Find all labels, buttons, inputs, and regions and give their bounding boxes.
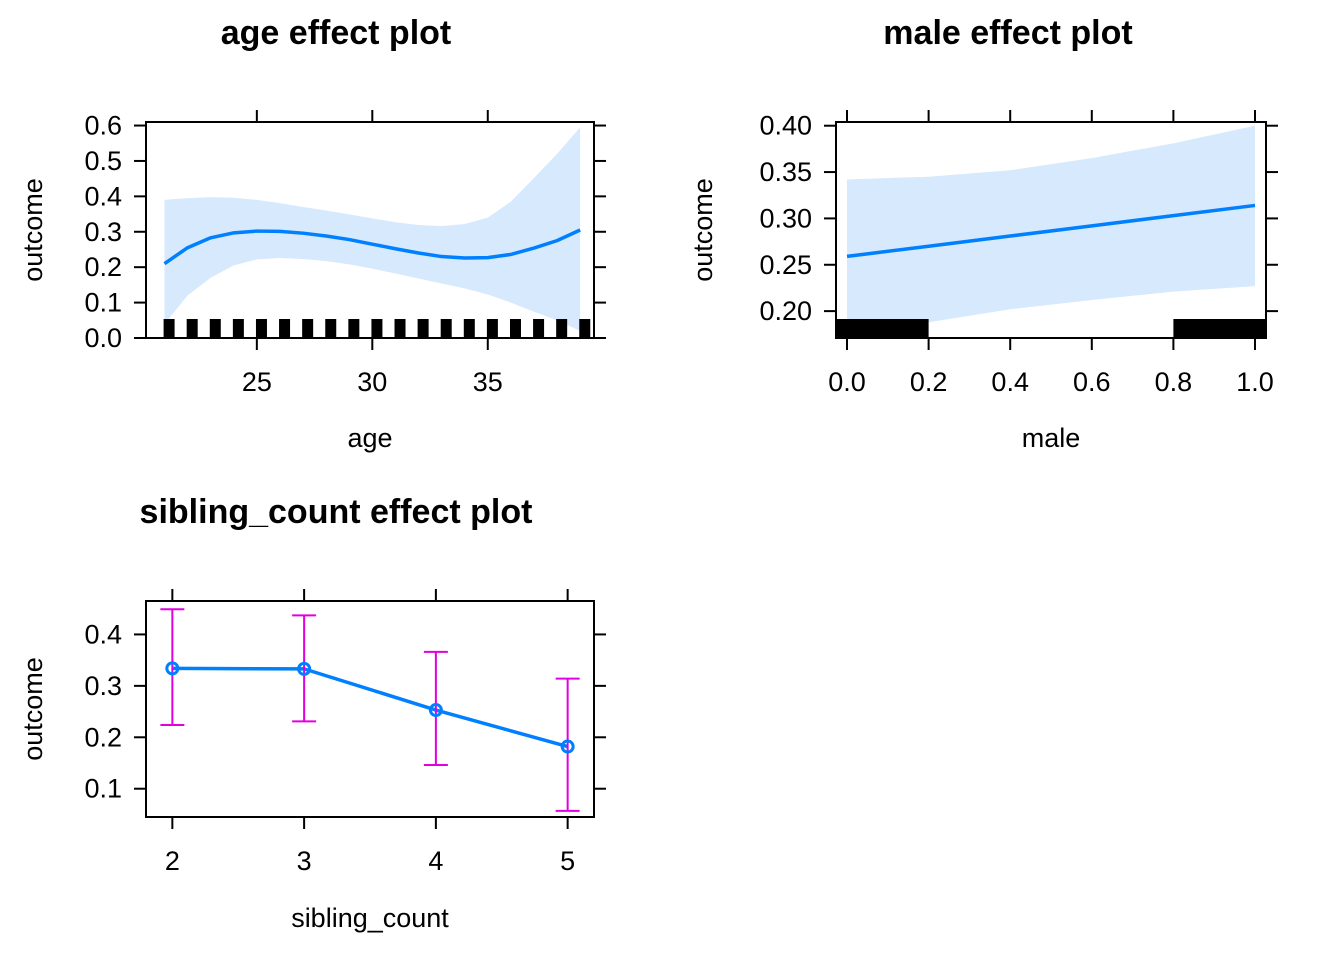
male-fit-line xyxy=(846,203,1256,259)
sibling-count-plot-frame xyxy=(145,600,595,818)
age-y-tick-label-3: 0.3 xyxy=(84,217,122,247)
male-y-tick-label-1: 0.25 xyxy=(759,250,812,280)
male-x-tick-label-2: 0.4 xyxy=(991,367,1029,397)
age-x-ticks: 25 30 35 xyxy=(242,110,503,397)
age-effect-panel: age effect plot 25 30 35 0.00.10.20.30.40.… xyxy=(18,14,606,453)
male-rug-block-1 xyxy=(1173,319,1266,338)
male-x-tick-label-1: 0.2 xyxy=(910,367,948,397)
sibling-count-chart-title: sibling_count effect plot xyxy=(140,493,533,531)
age-rug-mark-15 xyxy=(509,319,521,338)
age-rug-mark-10 xyxy=(394,319,406,338)
age-rug-mark-4 xyxy=(255,319,267,338)
age-y-ticks: 0.0 0.1 0.2 0.3 0.4 0.5 0.6 xyxy=(84,111,606,353)
male-rug-block-0 xyxy=(836,319,929,338)
age-chart-title: age effect plot xyxy=(221,14,451,52)
age-rug-mark-17 xyxy=(556,319,568,338)
male-y-tick-label-4: 0.40 xyxy=(759,111,812,141)
age-fit-line-group xyxy=(163,228,581,266)
male-x-tick-label-4: 0.8 xyxy=(1155,367,1193,397)
age-rug-mark-12 xyxy=(440,319,452,338)
age-rug-mark-13 xyxy=(463,319,475,338)
age-y-tick-label-0: 0.0 xyxy=(84,323,122,353)
sibling-count-x-tick-label-2: 4 xyxy=(428,846,443,876)
age-confidence-band xyxy=(164,127,581,331)
male-fit-line-group xyxy=(846,203,1256,259)
sibling-count-effect-panel: sibling_count effect plot 2 3 4 5 0.1 0.2 0.3… xyxy=(18,493,606,933)
age-rug-group xyxy=(163,319,591,338)
age-y-tick-label-5: 0.5 xyxy=(84,146,122,176)
male-y-tick-label-0: 0.20 xyxy=(759,296,812,326)
male-x-ticks: 0.0 0.2 0.4 0.6 0.8 1.0 xyxy=(828,110,1274,397)
age-y-tick-label-4: 0.4 xyxy=(84,181,122,211)
male-y-tick-label-3: 0.35 xyxy=(759,157,812,187)
age-rug-mark-1 xyxy=(186,319,198,338)
sibling-count-y-tick-label-2: 0.3 xyxy=(84,671,122,701)
age-rug-mark-0 xyxy=(163,319,175,338)
age-x-tick-label-2: 35 xyxy=(473,367,503,397)
sibling-count-x-axis-label: sibling_count xyxy=(291,903,449,933)
age-y-tick-label-1: 0.1 xyxy=(84,288,122,318)
age-y-tick-label-2: 0.2 xyxy=(84,252,122,282)
sibling-count-point-0 xyxy=(165,661,180,676)
age-x-axis-label: age xyxy=(347,423,392,453)
sibling-count-fit-line-group xyxy=(172,666,569,749)
age-x-tick-label-0: 25 xyxy=(242,367,272,397)
male-y-tick-label-2: 0.30 xyxy=(759,203,812,233)
sibling-count-x-ticks: 2 3 4 5 xyxy=(165,589,575,876)
age-rug-mark-3 xyxy=(232,319,244,338)
male-effect-panel: male effect plot 0.0 0.2 0.4 0.6 0.8 1.0 0.20… xyxy=(688,14,1278,453)
sibling-count-y-tick-label-1: 0.2 xyxy=(84,722,122,752)
age-rug-mark-5 xyxy=(279,319,291,338)
age-rug-mark-8 xyxy=(348,319,360,338)
sibling-count-point-2 xyxy=(428,703,443,718)
male-y-ticks: 0.20 0.25 0.30 0.35 0.40 xyxy=(759,111,1278,326)
age-rug-mark-14 xyxy=(486,319,498,338)
age-rug-mark-16 xyxy=(533,319,545,338)
age-rug-mark-11 xyxy=(417,319,429,338)
male-x-tick-label-0: 0.0 xyxy=(828,367,866,397)
male-y-axis-label: outcome xyxy=(688,178,718,282)
sibling-count-point-1 xyxy=(297,661,312,676)
sibling-count-x-tick-label-1: 3 xyxy=(297,846,312,876)
age-rug-mark-6 xyxy=(302,319,314,338)
male-plot-frame xyxy=(835,121,1267,339)
age-rug-mark-7 xyxy=(325,319,337,338)
age-rug-mark-2 xyxy=(209,319,221,338)
age-fit-line xyxy=(163,228,581,266)
age-x-tick-label-1: 30 xyxy=(357,367,387,397)
sibling-count-y-tick-label-0: 0.1 xyxy=(84,774,122,804)
age-rug-mark-18 xyxy=(579,319,591,338)
sibling-count-x-tick-label-0: 2 xyxy=(165,846,180,876)
sibling-count-errorbar-group xyxy=(160,608,580,812)
sibling-count-point-3 xyxy=(560,739,575,754)
sibling-count-x-tick-label-3: 5 xyxy=(560,846,575,876)
age-y-axis-label: outcome xyxy=(18,178,48,282)
male-x-tick-label-3: 0.6 xyxy=(1073,367,1111,397)
male-x-axis-label: male xyxy=(1022,423,1081,453)
age-rug-mark-9 xyxy=(371,319,383,338)
age-confidence-band-group xyxy=(164,127,581,331)
age-plot-frame xyxy=(145,121,595,339)
sibling-count-fit-line xyxy=(172,666,569,749)
sibling-count-y-tick-label-3: 0.4 xyxy=(84,619,122,649)
sibling-count-y-ticks: 0.1 0.2 0.3 0.4 xyxy=(84,619,606,804)
male-x-tick-label-5: 1.0 xyxy=(1236,367,1274,397)
male-chart-title: male effect plot xyxy=(883,14,1132,52)
sibling-count-y-axis-label: outcome xyxy=(18,657,48,761)
age-y-tick-label-6: 0.6 xyxy=(84,111,122,141)
male-rug-group xyxy=(836,319,1266,338)
